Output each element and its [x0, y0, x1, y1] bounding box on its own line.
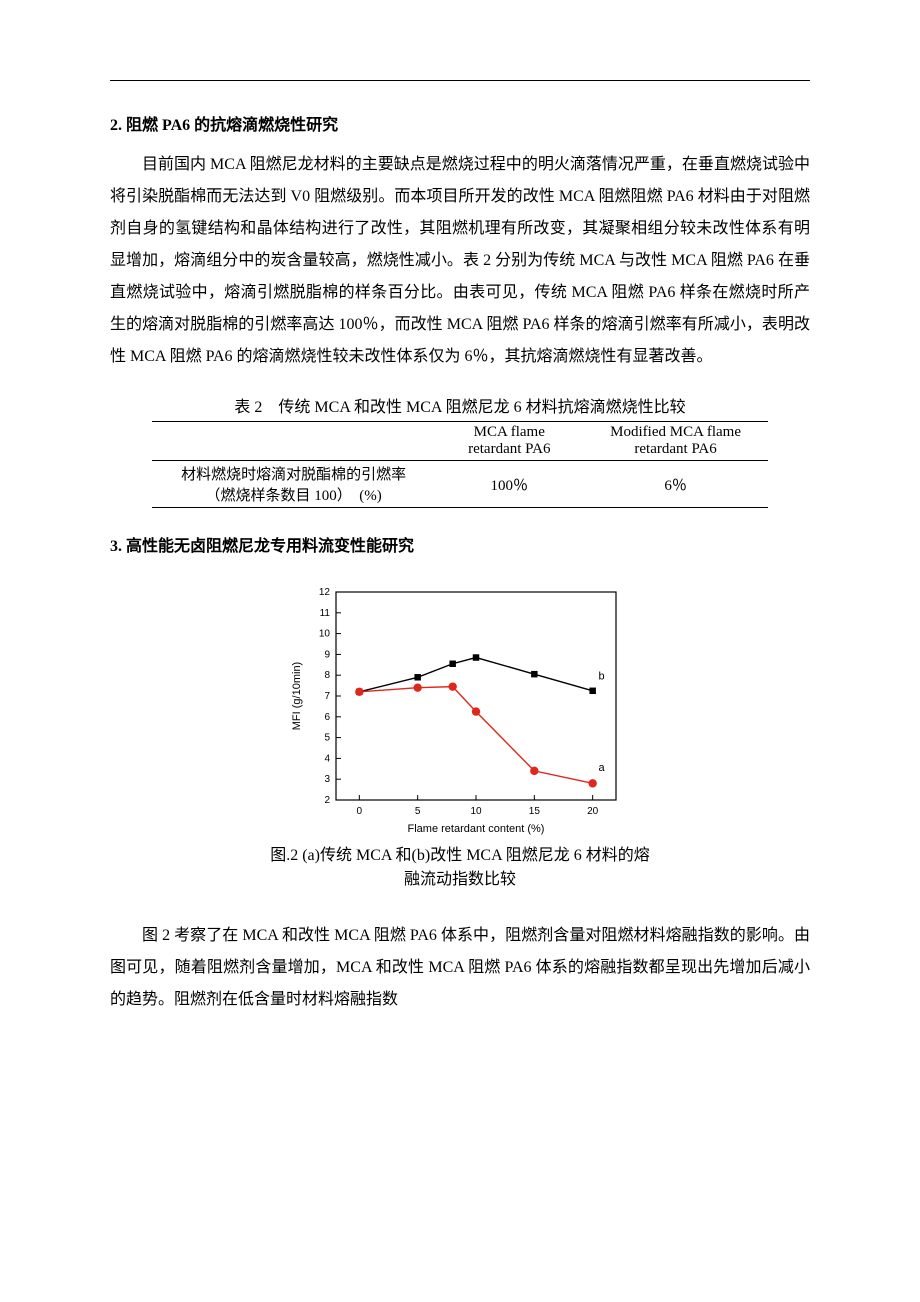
svg-text:9: 9: [324, 649, 330, 660]
table-data-row: 材料燃烧时熔滴对脱酯棉的引燃率 （燃烧样条数目 100） (%) 100％ 6％: [152, 461, 768, 508]
svg-text:8: 8: [324, 670, 330, 681]
svg-text:5: 5: [415, 806, 421, 817]
table-col1-line2: retardant PA6: [468, 441, 550, 457]
chart-svg: 2 3 4 5 6 7 8 9 10 11 12 0 5 10 15 20 Flame retardant co…: [280, 578, 640, 838]
svg-text:a: a: [599, 762, 606, 774]
section-2-paragraph: 目前国内 MCA 阻燃尼龙材料的主要缺点是燃烧过程中的明火滴落情况严重，在垂直燃…: [110, 149, 810, 373]
figure-2-caption-line2: 融流动指数比较: [404, 871, 516, 888]
table-value-1: 100％: [435, 461, 583, 508]
table-col2-line2: retardant PA6: [634, 441, 716, 457]
svg-text:2: 2: [324, 795, 330, 806]
table-row-label-1: 材料燃烧时熔滴对脱酯棉的引燃率: [181, 467, 406, 483]
section-3-heading: 3. 高性能无卤阻燃尼龙专用料流变性能研究: [110, 532, 810, 556]
svg-text:12: 12: [319, 587, 331, 598]
svg-text:5: 5: [324, 733, 330, 744]
svg-text:Flame retardant content (%): Flame retardant content (%): [408, 823, 545, 835]
table-header-row: MCA flame retardant PA6 Modified MCA fla…: [152, 422, 768, 461]
table-value-2: 6％: [583, 461, 768, 508]
figure-2-caption: 图.2 (a)传统 MCA 和(b)改性 MCA 阻燃尼龙 6 材料的熔 融流动…: [110, 844, 810, 892]
figure-2-caption-line1: 图.2 (a)传统 MCA 和(b)改性 MCA 阻燃尼龙 6 材料的熔: [270, 847, 650, 864]
header-rule: [110, 80, 810, 81]
table-2-caption: 表 2 传统 MCA 和改性 MCA 阻燃尼龙 6 材料抗熔滴燃烧性比较: [110, 393, 810, 417]
svg-text:10: 10: [319, 629, 331, 640]
svg-text:20: 20: [587, 806, 599, 817]
table-col1-line1: MCA flame: [474, 424, 545, 440]
closing-paragraph: 图 2 考察了在 MCA 和改性 MCA 阻燃 PA6 体系中，阻燃剂含量对阻燃…: [110, 920, 810, 1016]
table-row-label-2: （燃烧样条数目 100） (%): [162, 484, 425, 505]
svg-text:4: 4: [324, 753, 330, 764]
svg-text:6: 6: [324, 712, 330, 723]
svg-text:10: 10: [470, 806, 482, 817]
figure-2-chart: 2 3 4 5 6 7 8 9 10 11 12 0 5 10 15 20 Flame retardant co…: [280, 578, 640, 838]
svg-text:MFI (g/10min): MFI (g/10min): [291, 662, 303, 730]
section-2-heading: 2. 阻燃 PA6 的抗熔滴燃烧性研究: [110, 111, 810, 135]
page-root: 2. 阻燃 PA6 的抗熔滴燃烧性研究 目前国内 MCA 阻燃尼龙材料的主要缺点…: [0, 0, 920, 1096]
svg-text:11: 11: [320, 608, 331, 619]
table-col2-line1: Modified MCA flame: [610, 424, 741, 440]
svg-text:b: b: [599, 670, 605, 682]
svg-text:3: 3: [324, 774, 330, 785]
svg-text:15: 15: [529, 806, 541, 817]
svg-text:0: 0: [357, 806, 363, 817]
svg-text:7: 7: [324, 691, 330, 702]
table-2: MCA flame retardant PA6 Modified MCA fla…: [152, 421, 768, 508]
